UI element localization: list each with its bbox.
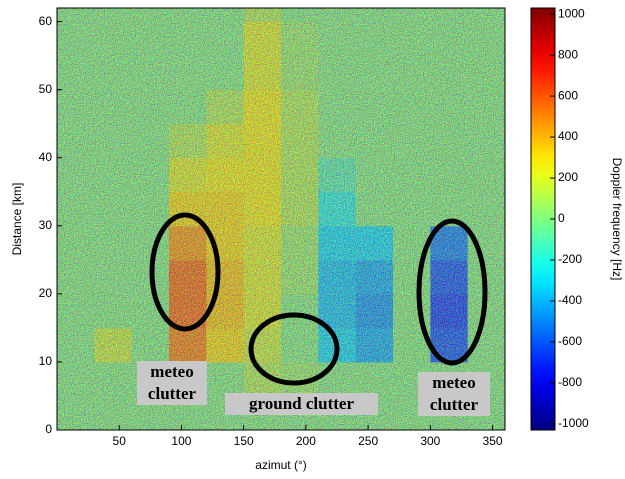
colorbar-tick-label: -600 [558,334,582,348]
colorbar-tick-label: 200 [558,170,578,184]
colorbar-label: Doppler frequency [Hz] [610,158,624,281]
noise-texture [57,8,505,430]
annotation: ground clutter [225,393,378,415]
outline [149,212,221,332]
x-tick-label: 50 [113,434,127,448]
plot-frame [56,7,506,431]
x-tick-label: 150 [234,434,254,448]
colorbar-tick-label: -1000 [558,416,589,430]
colorbar-tick-label: 400 [558,129,578,143]
annotation: meteo clutter [137,361,207,405]
x-axis-label: azimut (°) [255,458,306,472]
x-tick-label: 300 [420,434,440,448]
y-tick-label: 30 [39,218,53,232]
colorbar-tick-label: 1000 [558,6,585,20]
colorbar-tick-label: -200 [558,252,582,266]
x-tick-label: 350 [483,434,503,448]
y-tick-label: 40 [39,150,53,164]
x-tick-label: 250 [358,434,378,448]
y-axis-label: Distance [km] [10,183,24,256]
annotation: meteo clutter [418,372,490,416]
y-tick-label: 0 [45,422,52,436]
colorbar-tick-label: 0 [558,211,565,225]
colorbar-tick-label: -400 [558,293,582,307]
colorbar-tick-label: 600 [558,88,578,102]
colorbar-tick-label: 800 [558,47,578,61]
colorbar-tick-label: -800 [558,375,582,389]
x-tick-label: 100 [171,434,191,448]
outline [416,218,488,366]
y-tick-label: 20 [39,286,53,300]
clutter-outlines [149,212,488,386]
outline [248,312,340,386]
y-tick-label: 60 [39,14,53,28]
x-tick-label: 200 [296,434,316,448]
y-tick-label: 50 [39,82,53,96]
y-tick-label: 10 [39,354,53,368]
